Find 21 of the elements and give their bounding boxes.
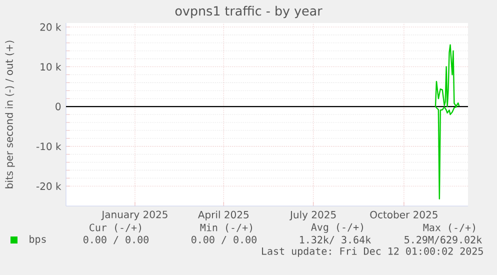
text: Max (-/+)	[423, 224, 475, 232]
chart-title: ovpns1 traffic - by year	[175, 6, 322, 18]
y-tick-label: 0	[56, 102, 61, 110]
x-tick-label: April 2025	[198, 210, 248, 220]
y-tick-label: -20 k	[36, 182, 62, 190]
y-tick-label: -10 k	[36, 142, 62, 150]
text: 0.00 / 0.00	[84, 236, 148, 244]
text: 5.29M/629.02k	[404, 236, 482, 244]
y-tick-label: 10 k	[40, 62, 62, 71]
y-axis-title: bits per second in (-) / out (+)	[5, 40, 15, 188]
text: Last update: Fri Dec 12 01:00:02 2025	[262, 247, 483, 257]
x-tick-label: January 2025	[101, 210, 168, 220]
text: Min (-/+)	[200, 224, 252, 232]
legend-label: bps	[30, 235, 46, 245]
text: 0.00 / 0.00	[192, 236, 256, 244]
text: Cur (-/+)	[90, 224, 142, 232]
text: Avg (-/+)	[311, 223, 363, 233]
x-tick-label: October 2025	[370, 210, 438, 218]
text: 1.32k/ 3.64k	[300, 236, 371, 244]
y-tick-label: 20 k	[40, 23, 62, 31]
x-tick-label: July 2025	[289, 210, 336, 220]
